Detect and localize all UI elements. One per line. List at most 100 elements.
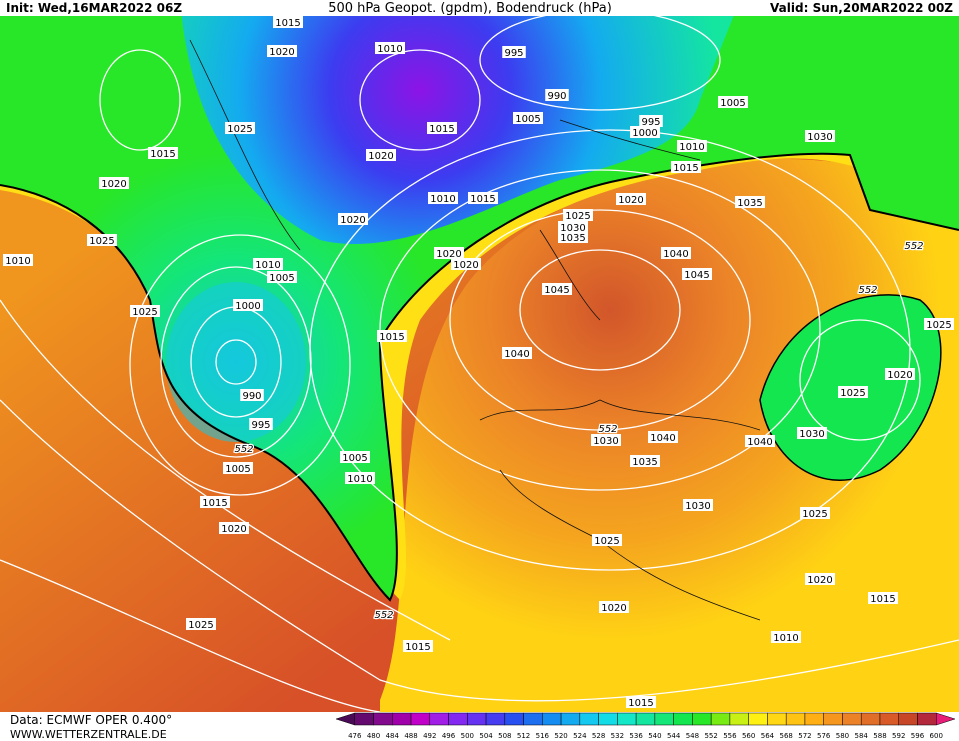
colorbar-swatch [448, 712, 468, 726]
isobar-label: 1005 [225, 464, 250, 475]
isobar-label-box [542, 283, 572, 295]
colorbar-label: 568 [779, 732, 792, 740]
colorbar-swatch [673, 712, 693, 726]
isobar-label: 1025 [132, 307, 157, 318]
colorbar-label: 520 [554, 732, 567, 740]
isobar-label: 1030 [807, 132, 832, 143]
isobar-label-box [682, 268, 712, 280]
isobar-label: 1040 [504, 349, 529, 360]
isobar-label-box [513, 112, 543, 124]
colorbar-label: 596 [911, 732, 925, 740]
geopot-label: 552 [234, 444, 253, 455]
isobar-label: 1005 [515, 114, 540, 125]
isobar-label-box [427, 122, 457, 134]
isobar-label-box [735, 196, 765, 208]
colorbar-label: 536 [629, 732, 643, 740]
isobar-label: 1025 [227, 124, 252, 135]
isobar-label-box [428, 192, 458, 204]
isobar-label: 1025 [926, 320, 951, 331]
isobar-label: 1010 [430, 194, 455, 205]
isobar-label-box [592, 534, 622, 546]
isobar-label-box [377, 330, 407, 342]
isobar-label-box [273, 16, 303, 28]
colorbar-label: 580 [836, 732, 849, 740]
isobar-label-box [616, 193, 646, 205]
colorbar-swatch [560, 712, 581, 726]
colorbar-label: 572 [798, 732, 811, 740]
colorbar-label: 532 [611, 732, 624, 740]
colorbar-label: 544 [667, 732, 681, 740]
isobar-label-box [797, 427, 827, 439]
isobar-label: 1040 [747, 437, 772, 448]
isobar-label: 1045 [684, 270, 709, 281]
isobar-label: 1035 [737, 198, 762, 209]
isobar-label: 1035 [560, 233, 585, 244]
isobar-label: 1010 [347, 474, 372, 485]
isobar-label: 1035 [632, 457, 657, 468]
isobar-label: 1010 [255, 260, 280, 271]
colorbar-swatch [710, 712, 731, 726]
isobar-label-box [403, 640, 433, 652]
isobar-label: 1020 [269, 47, 294, 58]
isobar-label-box [800, 507, 830, 519]
isobar-label: 1010 [377, 44, 402, 55]
colorbar-swatch [767, 712, 787, 726]
isobar-label-box [267, 271, 297, 283]
colorbar-swatch [842, 712, 862, 726]
isobar-label-box [233, 299, 263, 311]
geopot-label: 552 [374, 610, 393, 621]
isobar-label-box [626, 696, 656, 708]
map-title: 500 hPa Geopot. (gpdm), Bodendruck (hPa) [328, 1, 612, 16]
colorbar-swatch [504, 712, 524, 726]
colorbar-label: 588 [873, 732, 886, 740]
colorbar-label: 564 [761, 732, 775, 740]
isobar-label: 1005 [342, 453, 367, 464]
geopot-label: 552 [858, 285, 877, 296]
isobar-label: 1045 [544, 285, 569, 296]
isobar-label-box [771, 631, 801, 643]
colorbar-swatch [804, 712, 824, 726]
isobar-label: 1005 [269, 273, 294, 284]
colorbar-label: 576 [817, 732, 831, 740]
isobar-label-box [3, 254, 33, 266]
isobar-label-box [661, 247, 691, 259]
isobar-label-box [545, 89, 569, 101]
isobar-label-box [745, 435, 775, 447]
colorbar-swatch [692, 712, 712, 726]
isobar-label: 1030 [593, 436, 618, 447]
isobar-label: 995 [504, 48, 523, 59]
colorbar-swatch [485, 712, 506, 726]
isobar-label: 1030 [560, 223, 585, 234]
colorbar-label: 504 [479, 732, 493, 740]
colorbar-label: 496 [442, 732, 456, 740]
colorbar-label: 548 [686, 732, 699, 740]
isobar-label-box [240, 389, 264, 401]
colorbar-label: 556 [723, 732, 737, 740]
isobar-label: 1025 [594, 536, 619, 547]
isobar-label-box [563, 209, 593, 221]
colorbar-label: 552 [704, 732, 717, 740]
colorbar-label: 524 [573, 732, 587, 740]
header-bar [0, 0, 959, 16]
isobar-label: 1015 [628, 698, 653, 709]
colorbar-swatch [785, 712, 806, 726]
colorbar-swatch [373, 712, 393, 726]
polar-field [180, 0, 740, 245]
isobar-label-box [868, 592, 898, 604]
isobar-label-box [225, 122, 255, 134]
colorbar: 476 480 484 488 492 496 500 504 508 512 516 520 524 5… [335, 712, 956, 740]
isobar-label: 1015 [429, 124, 454, 135]
isobar-label-box [148, 147, 178, 159]
isobar-label: 1025 [188, 620, 213, 631]
isobar-label-box [805, 573, 835, 585]
colorbar-label: 600 [930, 732, 943, 740]
isobar-label-box [630, 126, 660, 138]
isobar-label: 1015 [150, 149, 175, 160]
isobar-label-box [451, 258, 481, 270]
colorbar-label: 492 [423, 732, 436, 740]
geopot-label: 552 [598, 424, 617, 435]
isobar-label: 1015 [673, 163, 698, 174]
colorbar-swatch [354, 712, 374, 726]
isobar-label: 990 [242, 391, 261, 402]
colorbar-swatch [542, 712, 562, 726]
